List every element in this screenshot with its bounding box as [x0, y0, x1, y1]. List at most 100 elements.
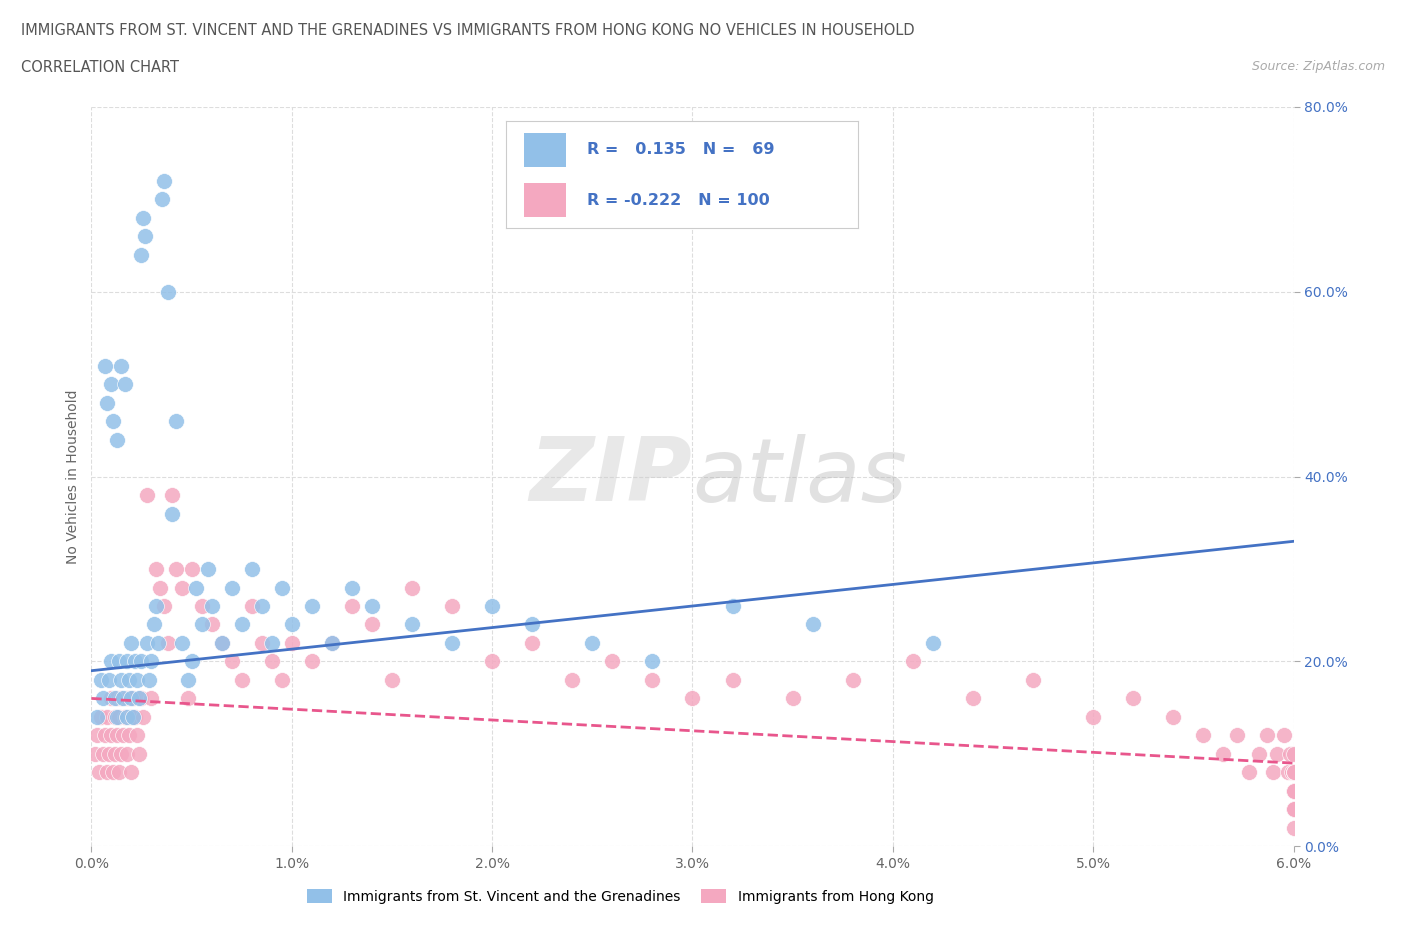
Point: [108, 654, 131, 669]
Point: [240, 562, 263, 577]
Point: [104, 747, 127, 762]
Point: [197, 562, 219, 577]
Point: [141, 691, 163, 706]
Point: [841, 672, 863, 687]
Point: [1256, 728, 1278, 743]
Point: [1282, 802, 1305, 817]
Point: [301, 654, 323, 669]
Point: [360, 618, 382, 632]
Point: [321, 635, 343, 650]
Point: [121, 764, 143, 779]
Point: [1282, 764, 1305, 779]
Point: [86, 728, 108, 743]
Point: [127, 672, 149, 687]
Text: CORRELATION CHART: CORRELATION CHART: [21, 60, 179, 75]
Point: [180, 654, 202, 669]
Point: [280, 618, 302, 632]
Point: [114, 377, 136, 392]
Point: [145, 599, 167, 614]
Point: [440, 599, 463, 614]
Point: [110, 672, 132, 687]
Point: [221, 580, 243, 595]
Point: [142, 618, 165, 632]
Point: [108, 764, 131, 779]
Point: [100, 377, 122, 392]
Point: [146, 635, 169, 650]
Point: [110, 747, 132, 762]
Point: [1083, 710, 1105, 724]
Point: [127, 728, 149, 743]
Point: [1263, 764, 1285, 779]
Point: [561, 672, 583, 687]
Point: [132, 210, 155, 225]
Point: [600, 654, 623, 669]
Point: [160, 487, 183, 502]
Point: [156, 635, 179, 650]
Point: [98, 747, 121, 762]
Point: [231, 672, 253, 687]
Point: [136, 487, 159, 502]
Point: [96, 395, 118, 410]
Point: [150, 192, 173, 206]
Legend: Immigrants from St. Vincent and the Grenadines, Immigrants from Hong Kong: Immigrants from St. Vincent and the Gren…: [301, 884, 939, 910]
Point: [1226, 728, 1249, 743]
Point: [381, 672, 404, 687]
Point: [90, 672, 112, 687]
Point: [340, 580, 363, 595]
Point: [340, 599, 363, 614]
Point: [110, 691, 132, 706]
Point: [260, 635, 283, 650]
Point: [141, 654, 163, 669]
Text: R = -0.222   N = 100: R = -0.222 N = 100: [588, 193, 769, 207]
Point: [240, 599, 263, 614]
Point: [520, 635, 543, 650]
Point: [122, 691, 145, 706]
Point: [1212, 747, 1234, 762]
Point: [131, 654, 153, 669]
Point: [121, 710, 143, 724]
Point: [184, 580, 207, 595]
Point: [152, 599, 174, 614]
Y-axis label: No Vehicles in Household: No Vehicles in Household: [66, 390, 80, 564]
Text: atlas: atlas: [692, 433, 907, 520]
Point: [90, 710, 112, 724]
Point: [401, 618, 423, 632]
Point: [108, 710, 131, 724]
Point: [481, 599, 503, 614]
Point: [1282, 783, 1305, 798]
Point: [112, 728, 135, 743]
Bar: [524, 183, 565, 218]
Point: [112, 691, 135, 706]
Point: [901, 654, 924, 669]
Point: [170, 635, 193, 650]
Point: [1281, 764, 1303, 779]
Text: R =   0.135   N =   69: R = 0.135 N = 69: [588, 142, 775, 157]
Point: [1277, 764, 1299, 779]
Point: [124, 710, 146, 724]
Point: [128, 747, 150, 762]
Point: [180, 562, 202, 577]
Point: [100, 691, 122, 706]
Point: [121, 691, 143, 706]
Point: [132, 710, 155, 724]
Point: [221, 654, 243, 669]
Point: [134, 229, 156, 244]
Point: [401, 580, 423, 595]
Point: [1239, 764, 1261, 779]
Point: [107, 691, 129, 706]
Point: [782, 691, 804, 706]
Point: [98, 672, 121, 687]
Point: [114, 710, 136, 724]
Point: [721, 599, 744, 614]
Point: [581, 635, 603, 650]
Point: [89, 764, 111, 779]
Point: [1282, 802, 1305, 817]
Point: [121, 635, 143, 650]
Point: [96, 764, 118, 779]
Point: [360, 599, 382, 614]
Point: [190, 599, 212, 614]
Point: [190, 618, 212, 632]
Point: [270, 672, 292, 687]
Point: [156, 285, 179, 299]
Point: [152, 174, 174, 189]
